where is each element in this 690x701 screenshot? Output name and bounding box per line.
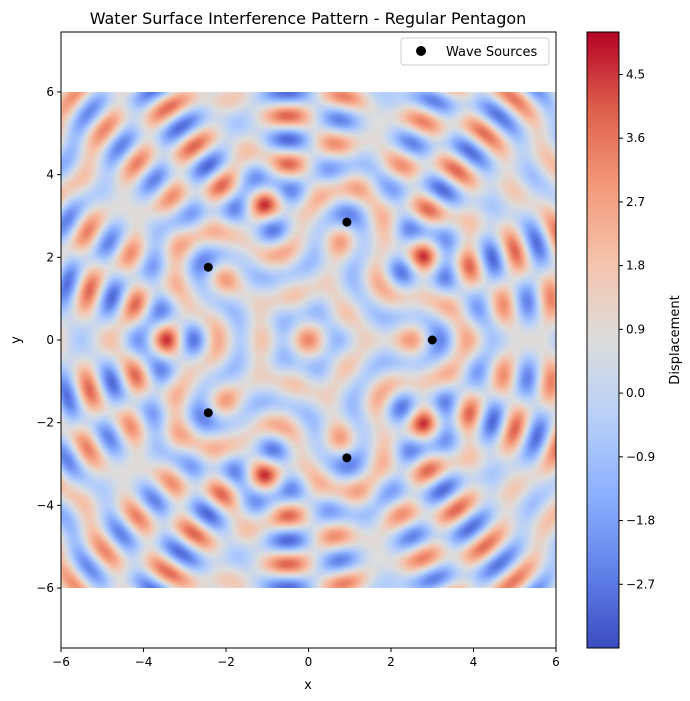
x-axis-label: x [304, 678, 312, 693]
wave-source-point [342, 453, 352, 463]
x-axis-ticks: −6 −4 −2 0 2 4 6 [52, 648, 560, 669]
x-tick-label: 6 [552, 655, 560, 669]
y-tick-label: −4 [36, 498, 54, 512]
x-tick-label: 4 [470, 655, 478, 669]
colorbar-label: Displacement [668, 295, 683, 384]
legend-marker [416, 46, 426, 56]
chart-title: Water Surface Interference Pattern - Reg… [90, 9, 527, 28]
colorbar-tick-label: 1.8 [626, 259, 645, 273]
colorbar-gradient [587, 32, 619, 648]
x-tick-label: −6 [52, 655, 70, 669]
legend: Wave Sources [400, 37, 550, 66]
y-tick-label: 4 [46, 168, 54, 182]
colorbar-tick-label: 0.9 [626, 322, 645, 336]
colorbar-tick-label: 3.6 [626, 131, 645, 145]
colorbar-tick-label: −1.8 [626, 514, 655, 528]
colorbar-tick-label: 2.7 [626, 195, 645, 209]
legend-box [400, 37, 550, 66]
x-tick-label: −4 [135, 655, 153, 669]
y-axis-ticks: −6 −4 −2 0 2 4 6 [36, 85, 61, 595]
wave-source-point [427, 335, 437, 345]
interference-heatmap [61, 91, 556, 588]
colorbar-tick-label: −2.7 [626, 577, 655, 591]
y-tick-label: 6 [46, 85, 54, 99]
wave-source-markers [203, 217, 437, 463]
colorbar-ticks: −2.7 −1.8 −0.9 0.0 0.9 1.8 2.7 3.6 4.5 [619, 67, 655, 591]
wave-source-point [342, 217, 352, 227]
plot-frame [60, 31, 557, 649]
wave-source-point [203, 262, 213, 272]
colorbar-tick-label: −0.9 [626, 450, 655, 464]
x-tick-label: −2 [217, 655, 235, 669]
y-axis-label: y [9, 336, 24, 344]
colorbar-tick-label: 4.5 [626, 67, 645, 81]
y-tick-label: 0 [46, 333, 54, 347]
plot-border [60, 31, 557, 649]
colorbar-border [586, 31, 620, 649]
y-tick-label: 2 [46, 250, 54, 264]
colorbar-tick-label: 0.0 [626, 386, 645, 400]
colorbar-frame [586, 31, 620, 649]
x-tick-label: 2 [387, 655, 395, 669]
wave-source-point [203, 408, 213, 418]
y-tick-label: −2 [36, 416, 54, 430]
legend-label: Wave Sources [446, 45, 537, 60]
x-tick-label: 0 [305, 655, 313, 669]
y-tick-label: −6 [36, 581, 54, 595]
